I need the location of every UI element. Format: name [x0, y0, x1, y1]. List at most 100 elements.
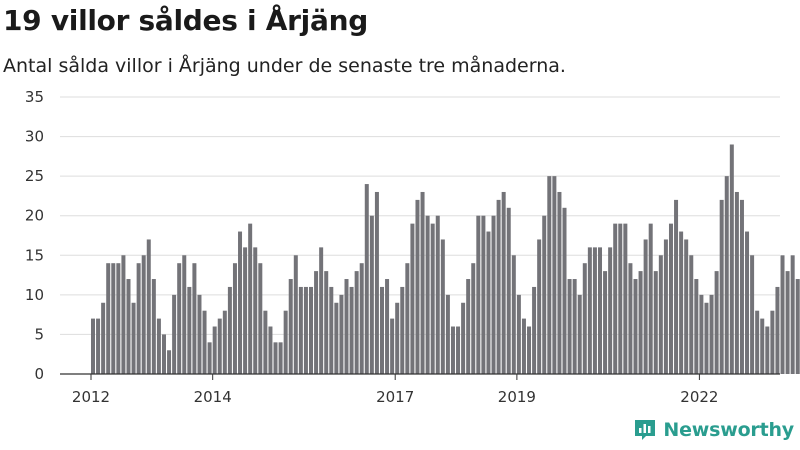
- bar: [232, 263, 237, 374]
- bar: [552, 176, 557, 374]
- y-tick-label: 15: [25, 246, 44, 264]
- bar: [217, 318, 222, 374]
- bar: [729, 144, 734, 374]
- bar: [151, 279, 156, 374]
- y-tick-label: 30: [25, 128, 44, 146]
- bar: [790, 255, 795, 374]
- bar: [663, 239, 668, 374]
- bar: [192, 263, 197, 374]
- bar: [694, 279, 699, 374]
- bar: [521, 318, 526, 374]
- bar: [618, 223, 623, 374]
- bar: [248, 223, 253, 374]
- bar: [187, 286, 192, 374]
- y-tick-label: 25: [25, 167, 44, 185]
- bar: [450, 326, 455, 374]
- y-axis-ticks: 0 5 10 15 20 25 30 35: [25, 88, 44, 383]
- bar: [547, 176, 552, 374]
- bar: [410, 223, 415, 374]
- bar: [415, 199, 420, 374]
- bar: [283, 310, 288, 374]
- bar: [648, 223, 653, 374]
- bar: [537, 239, 542, 374]
- bar: [390, 318, 395, 374]
- bar: [400, 286, 405, 374]
- bar: [587, 247, 592, 374]
- chart-subtitle: Antal sålda villor i Årjäng under de sen…: [3, 55, 566, 77]
- bar: [111, 263, 116, 374]
- bar: [445, 294, 450, 374]
- y-tick-label: 5: [34, 325, 44, 343]
- bar: [562, 207, 567, 374]
- bar: [298, 286, 303, 374]
- bar: [253, 247, 258, 374]
- bar: [466, 279, 471, 374]
- bar: [395, 302, 400, 374]
- bar: [167, 350, 172, 374]
- bar: [202, 310, 207, 374]
- bar: [197, 294, 202, 374]
- bar: [760, 318, 765, 374]
- bar: [709, 294, 714, 374]
- bar: [653, 271, 658, 374]
- bar: [714, 271, 719, 374]
- bar: [668, 223, 673, 374]
- bar: [156, 318, 161, 374]
- bar: [440, 239, 445, 374]
- bar: [628, 263, 633, 374]
- bar: [101, 302, 106, 374]
- bar: [303, 286, 308, 374]
- bar: [106, 263, 111, 374]
- bar: [461, 302, 466, 374]
- bar: [532, 286, 537, 374]
- brand-name: Newsworthy: [663, 419, 794, 441]
- bar: [324, 271, 329, 374]
- bar: [770, 310, 775, 374]
- bar: [684, 239, 689, 374]
- bar: [182, 255, 187, 374]
- bar: [724, 176, 729, 374]
- bar: [319, 247, 324, 374]
- x-tick-label: 2022: [680, 388, 718, 406]
- bar: [704, 302, 709, 374]
- bar: [288, 279, 293, 374]
- bar: [121, 255, 126, 374]
- bar: [227, 286, 232, 374]
- bar: [765, 326, 770, 374]
- bar: [136, 263, 141, 374]
- y-tick-label: 35: [25, 88, 44, 106]
- bar: [755, 310, 760, 374]
- bar: [785, 271, 790, 374]
- bar: [486, 231, 491, 374]
- bar: [643, 239, 648, 374]
- bars: [91, 144, 800, 374]
- y-tick-label: 0: [34, 365, 44, 383]
- bar: [344, 279, 349, 374]
- bar: [542, 215, 547, 374]
- bar: [456, 326, 461, 374]
- bar: [91, 318, 95, 374]
- bar: [572, 279, 577, 374]
- bar: [592, 247, 597, 374]
- bar: [689, 255, 694, 374]
- bar: [435, 215, 440, 374]
- bar: [329, 286, 334, 374]
- bar: [511, 255, 516, 374]
- bar: [491, 215, 496, 374]
- bar-chart-icon: [635, 420, 656, 440]
- bar: [598, 247, 602, 374]
- bar: [613, 223, 618, 374]
- bar: [161, 334, 166, 374]
- bar: [207, 342, 212, 374]
- bar: [775, 286, 780, 374]
- bar: [501, 191, 506, 374]
- newsworthy-logo: Newsworthy: [633, 418, 794, 442]
- bar: [719, 199, 724, 374]
- bar: [364, 184, 369, 374]
- bar: [278, 342, 283, 374]
- bar: [658, 255, 663, 374]
- bar: [608, 247, 613, 374]
- bar: [374, 191, 379, 374]
- bar: [603, 271, 608, 374]
